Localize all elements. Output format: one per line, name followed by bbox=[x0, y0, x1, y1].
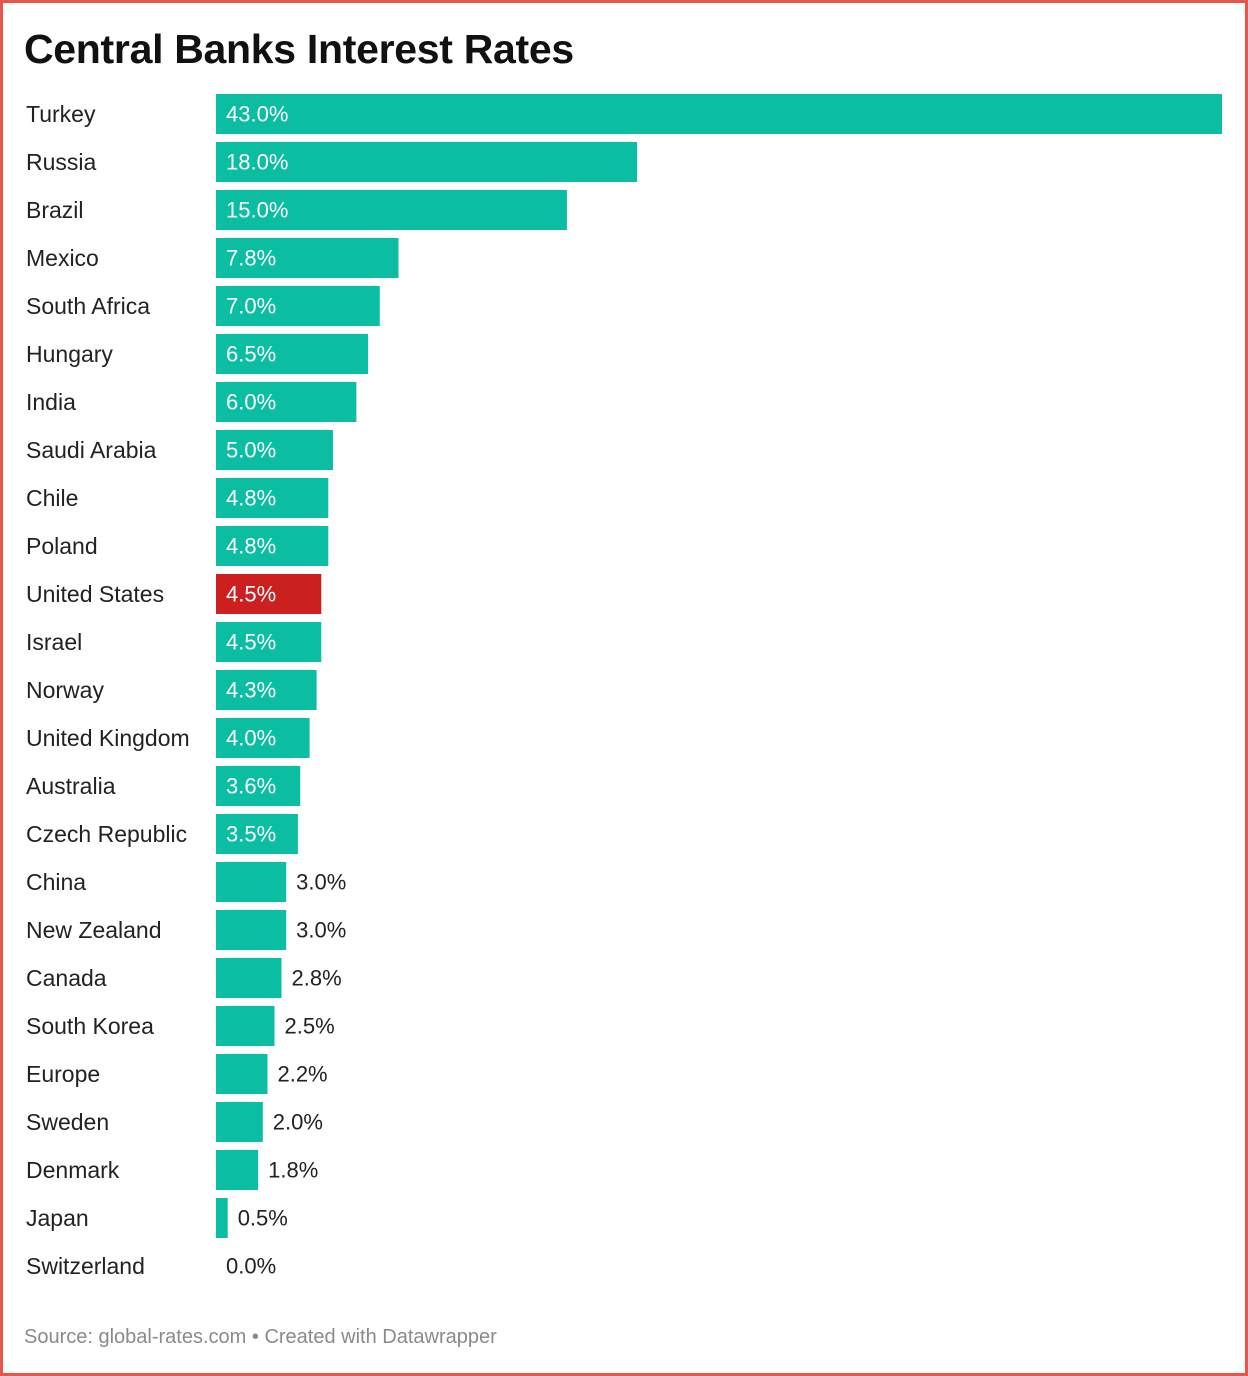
value-label-sweden: 2.0% bbox=[273, 1110, 323, 1135]
category-label-new-zealand: New Zealand bbox=[26, 917, 162, 943]
category-label-norway: Norway bbox=[26, 677, 104, 703]
bar-czech-republic bbox=[216, 814, 298, 854]
category-label-czech-republic: Czech Republic bbox=[26, 821, 187, 847]
bar-china bbox=[216, 862, 287, 902]
bar-israel bbox=[216, 622, 322, 662]
bar-turkey bbox=[216, 94, 1222, 134]
value-label-russia: 18.0% bbox=[226, 150, 288, 175]
category-label-australia: Australia bbox=[26, 773, 116, 799]
category-label-switzerland: Switzerland bbox=[26, 1253, 145, 1279]
value-label-switzerland: 0.0% bbox=[226, 1254, 276, 1279]
bar-russia bbox=[216, 142, 638, 182]
value-label-denmark: 1.8% bbox=[268, 1158, 318, 1183]
category-label-canada: Canada bbox=[26, 965, 107, 991]
bar-new-zealand bbox=[216, 910, 287, 950]
value-label-united-kingdom: 4.0% bbox=[226, 726, 276, 751]
value-label-brazil: 15.0% bbox=[226, 198, 288, 223]
bar-united-kingdom bbox=[216, 718, 310, 758]
category-label-saudi-arabia: Saudi Arabia bbox=[26, 437, 157, 463]
value-label-china: 3.0% bbox=[296, 870, 346, 895]
category-label-south-korea: South Korea bbox=[26, 1013, 154, 1039]
bar-united-states bbox=[216, 574, 322, 614]
bar-norway bbox=[216, 670, 317, 710]
bar-brazil bbox=[216, 190, 567, 230]
value-label-chile: 4.8% bbox=[226, 486, 276, 511]
category-label-india: India bbox=[26, 389, 76, 415]
source-note: Source: global-rates.com • Created with … bbox=[24, 1326, 497, 1348]
value-label-new-zealand: 3.0% bbox=[296, 918, 346, 943]
value-label-mexico: 7.8% bbox=[226, 246, 276, 271]
category-label-united-states: United States bbox=[26, 581, 164, 607]
value-label-norway: 4.3% bbox=[226, 678, 276, 703]
bar-europe bbox=[216, 1054, 268, 1094]
value-label-europe: 2.2% bbox=[277, 1062, 327, 1087]
bar-chile bbox=[216, 478, 329, 518]
bar-australia bbox=[216, 766, 301, 806]
category-label-hungary: Hungary bbox=[26, 341, 113, 367]
bar-japan bbox=[216, 1198, 228, 1238]
category-label-sweden: Sweden bbox=[26, 1109, 109, 1135]
category-label-japan: Japan bbox=[26, 1205, 89, 1231]
bar-south-africa bbox=[216, 286, 380, 326]
category-label-poland: Poland bbox=[26, 533, 98, 559]
bar-south-korea bbox=[216, 1006, 275, 1046]
bar-saudi-arabia bbox=[216, 430, 333, 470]
bar-canada bbox=[216, 958, 282, 998]
category-label-chile: Chile bbox=[26, 485, 78, 511]
category-label-south-africa: South Africa bbox=[26, 293, 150, 319]
category-label-brazil: Brazil bbox=[26, 197, 84, 223]
value-label-israel: 4.5% bbox=[226, 630, 276, 655]
bar-mexico bbox=[216, 238, 399, 278]
value-label-canada: 2.8% bbox=[292, 966, 342, 991]
category-label-europe: Europe bbox=[26, 1061, 100, 1087]
value-label-saudi-arabia: 5.0% bbox=[226, 438, 276, 463]
category-label-china: China bbox=[26, 869, 86, 895]
value-label-japan: 0.5% bbox=[238, 1206, 288, 1231]
category-label-mexico: Mexico bbox=[26, 245, 99, 271]
value-label-united-states: 4.5% bbox=[226, 582, 276, 607]
value-label-india: 6.0% bbox=[226, 390, 276, 415]
bar-sweden bbox=[216, 1102, 263, 1142]
value-label-poland: 4.8% bbox=[226, 534, 276, 559]
bar-denmark bbox=[216, 1150, 259, 1190]
bar-hungary bbox=[216, 334, 369, 374]
value-label-hungary: 6.5% bbox=[226, 342, 276, 367]
category-label-turkey: Turkey bbox=[26, 101, 96, 127]
value-label-south-africa: 7.0% bbox=[226, 294, 276, 319]
value-label-south-korea: 2.5% bbox=[284, 1014, 334, 1039]
bar-india bbox=[216, 382, 357, 422]
category-label-russia: Russia bbox=[26, 149, 97, 175]
value-label-czech-republic: 3.5% bbox=[226, 822, 276, 847]
category-label-israel: Israel bbox=[26, 629, 82, 655]
category-label-denmark: Denmark bbox=[26, 1157, 120, 1183]
bar-poland bbox=[216, 526, 329, 566]
value-label-turkey: 43.0% bbox=[226, 102, 288, 127]
value-label-australia: 3.6% bbox=[226, 774, 276, 799]
category-label-united-kingdom: United Kingdom bbox=[26, 725, 190, 751]
chart-title: Central Banks Interest Rates bbox=[24, 26, 574, 72]
